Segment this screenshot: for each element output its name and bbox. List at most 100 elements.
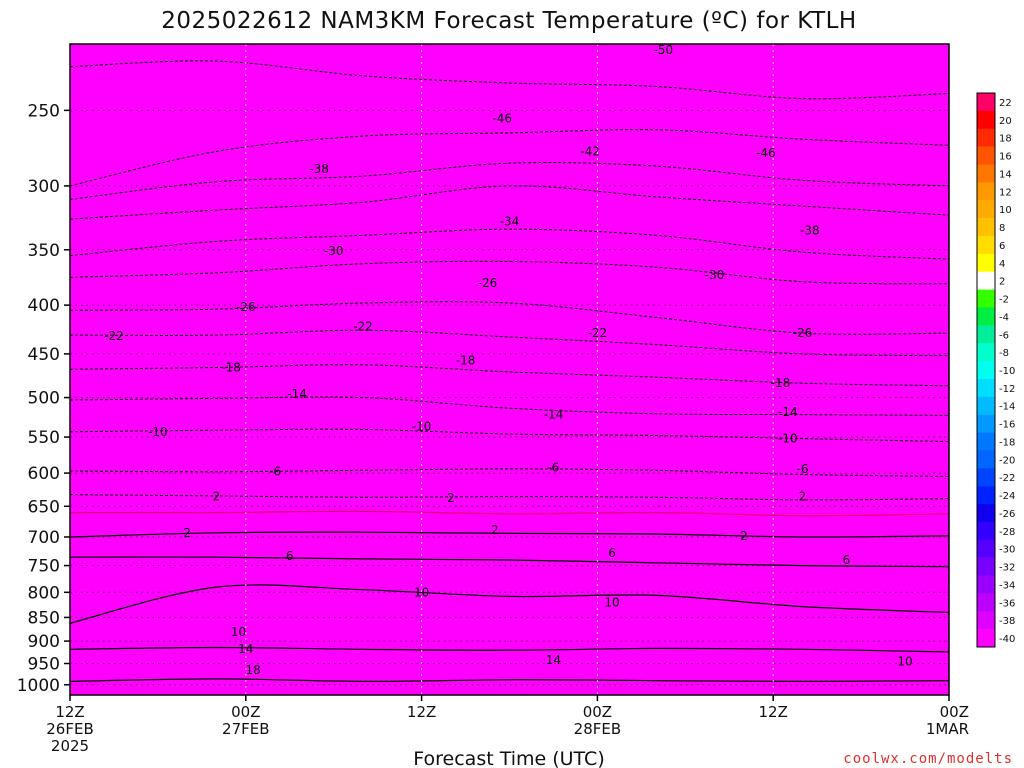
- contour-label: -22: [104, 329, 124, 343]
- isotherm-line: [70, 494, 949, 501]
- contour-label-text: 10: [604, 596, 619, 610]
- colorbar-tick-label: -40: [999, 634, 1015, 645]
- temperature-band-fill: [65, 719, 954, 725]
- colorbar-swatch: [977, 593, 995, 612]
- contour-label-text: -22: [353, 319, 373, 333]
- contour-label: 2: [491, 523, 499, 537]
- pressure-tick-label: 550: [28, 428, 60, 448]
- time-tick-label: 12Z: [407, 703, 436, 721]
- contour-label-text: -18: [456, 353, 476, 367]
- isotherm-line: [70, 129, 949, 187]
- time-tick-label: 28FEB: [574, 720, 621, 738]
- chart-title: 2025022612 NAM3KM Forecast Temperature (…: [161, 8, 856, 34]
- time-tick-label: 2025: [51, 737, 89, 755]
- colorbar-tick-label: -20: [999, 455, 1015, 466]
- contour-label: 10: [231, 625, 246, 639]
- contour-label: 2: [213, 490, 221, 504]
- contour-label-text: 6: [286, 549, 294, 563]
- contour-label-text: -38: [309, 162, 329, 176]
- pressure-tick-label: 1000: [17, 676, 60, 696]
- contour-label: 18: [245, 663, 260, 677]
- contour-label: 6: [843, 553, 851, 567]
- colorbar-swatch: [977, 629, 995, 648]
- colorbar-swatch: [977, 414, 995, 433]
- colorbar-tick-label: 12: [999, 187, 1012, 198]
- contour-label: -38: [800, 223, 820, 237]
- colorbar-tick-label: -38: [999, 616, 1015, 627]
- colorbar-tick-label: -4: [999, 312, 1009, 323]
- contour-label: -46: [756, 146, 776, 160]
- colorbar-swatch: [977, 235, 995, 255]
- contour-label: -14: [544, 408, 564, 422]
- contour-label-text: 10: [414, 585, 429, 599]
- contour-label-text: 2: [491, 523, 499, 537]
- contour-label-text: -18: [771, 376, 791, 390]
- contour-label: 10: [414, 585, 429, 599]
- isotherm-line: [70, 185, 949, 220]
- contour-label-text: 18: [245, 663, 260, 677]
- contour-label-text: 14: [546, 653, 561, 667]
- colorbar-swatch: [977, 289, 995, 308]
- time-tick-label: 12Z: [759, 703, 788, 721]
- contour-label-text: -42: [580, 144, 600, 158]
- colorbar-legend: 22 20 18 16 14 12 10 8 6 4 2 -2 -4 -6 -8 -10 -12 -14 -16 -1…: [976, 92, 1015, 648]
- contour-label-text: 6: [608, 546, 616, 560]
- contour-label: 2: [740, 529, 748, 543]
- credit-text: coolwx.com/modelts: [843, 751, 1013, 767]
- colorbar-tick-label: 16: [999, 152, 1012, 163]
- colorbar-tick-label: 2: [999, 277, 1005, 288]
- pressure-tick-label: 500: [28, 389, 60, 409]
- contour-label: -18: [221, 360, 241, 374]
- colorbar-tick-label: -8: [999, 348, 1009, 359]
- contour-label-text: -26: [478, 276, 498, 290]
- plot-frame: [69, 43, 950, 696]
- colorbar-swatch: [977, 361, 995, 380]
- isotherm-line: [70, 162, 949, 200]
- isotherm-line: [70, 468, 949, 477]
- contour-label-text: -50: [654, 43, 674, 57]
- colorbar-swatch: [977, 343, 995, 362]
- colorbar-frame: [976, 92, 996, 648]
- pressure-axis: 250 300 350 400 450 500 550 600 650 700 750 800 850 9…: [17, 101, 70, 696]
- contour-label-text: -14: [287, 387, 307, 401]
- time-tick-label: 00Z: [231, 703, 260, 721]
- pressure-tick-label: 800: [28, 583, 60, 603]
- isotherm-line: [70, 510, 949, 517]
- isotherm-line: [70, 260, 949, 285]
- colorbar-tick-label: -22: [999, 473, 1015, 484]
- contour-label-text: 2: [447, 491, 455, 505]
- colorbar-swatch: [977, 432, 995, 451]
- contour-label: -30: [324, 244, 344, 258]
- colorbar-swatch: [977, 521, 995, 541]
- pressure-tick-label: 650: [28, 497, 60, 517]
- pressure-tick-label: 950: [28, 655, 60, 675]
- contour-label: -22: [353, 319, 373, 333]
- contour-label-text: -46: [756, 146, 776, 160]
- contour-label-text: -10: [412, 419, 432, 433]
- colorbar-tick-label: 20: [999, 116, 1012, 127]
- contour-label: -34: [500, 215, 520, 229]
- colorbar-swatch: [977, 325, 995, 344]
- colorbar-tick-label: -10: [999, 366, 1015, 377]
- contour-label: -50: [654, 43, 674, 57]
- contour-label-text: 2: [799, 490, 807, 504]
- contour-label-text: -10: [778, 432, 798, 446]
- contour-label-text: -6: [269, 465, 281, 479]
- isotherm-line: [70, 364, 949, 387]
- isotherm-line: [70, 396, 949, 416]
- colorbar-swatch: [977, 182, 995, 201]
- isotherm-line: [70, 60, 949, 100]
- contour-label: -26: [793, 326, 813, 340]
- contour-label-text: 2: [740, 529, 748, 543]
- colorbar-swatch: [977, 253, 995, 273]
- contour-label: -22: [588, 326, 608, 340]
- contour-label: -6: [797, 462, 809, 476]
- contour-label-text: -30: [705, 268, 725, 282]
- contour-label: -10: [148, 425, 168, 439]
- temperature-fill-layer: [65, 44, 954, 725]
- contour-label: -46: [492, 112, 512, 126]
- contour-label: -26: [478, 276, 498, 290]
- contour-label-text: -30: [324, 244, 344, 258]
- contour-label-text: 10: [231, 625, 246, 639]
